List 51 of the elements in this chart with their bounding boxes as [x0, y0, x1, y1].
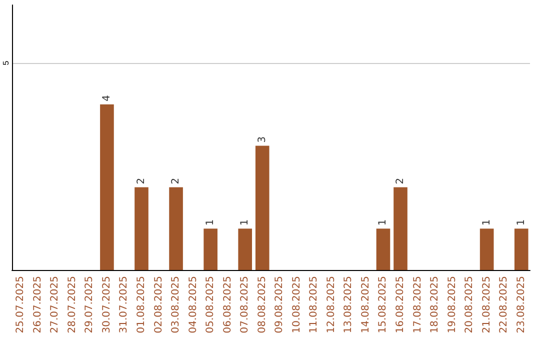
- x-tick-label: 13.08.2025: [343, 276, 354, 334]
- bar: [134, 187, 148, 270]
- x-tick-label: 07.08.2025: [240, 276, 251, 334]
- x-tick-label: 26.07.2025: [32, 276, 44, 334]
- x-tick-label: 29.07.2025: [84, 276, 96, 334]
- bar: [204, 228, 218, 270]
- x-tick-label: 14.08.2025: [360, 276, 372, 334]
- bar: [514, 228, 528, 270]
- x-tick-label: 10.08.2025: [291, 276, 302, 334]
- x-tick-label: 06.08.2025: [222, 276, 234, 334]
- bar: [255, 146, 270, 270]
- x-tick-label: 22.08.2025: [498, 276, 510, 334]
- data-label: 2: [170, 178, 182, 184]
- data-label: 1: [378, 219, 389, 226]
- x-tick-label: 01.08.2025: [136, 276, 147, 334]
- x-tick-label: 05.08.2025: [205, 276, 216, 334]
- x-tick-label: 03.08.2025: [170, 276, 182, 334]
- x-tick-label: 21.08.2025: [481, 276, 492, 334]
- x-tick-label: 18.08.2025: [430, 276, 441, 334]
- data-label: 4: [101, 95, 112, 102]
- data-label: 1: [240, 219, 251, 226]
- x-tick-label: 02.08.2025: [153, 276, 164, 334]
- data-label: 1: [205, 219, 216, 226]
- x-tick-label: 11.08.2025: [308, 276, 320, 334]
- bar: [480, 228, 494, 270]
- x-tick-label: 25.07.2025: [15, 276, 26, 334]
- x-tick-label: 15.08.2025: [378, 276, 389, 334]
- x-tick-label: 23.08.2025: [516, 276, 527, 334]
- x-tick-label: 04.08.2025: [188, 276, 199, 334]
- x-tick-label: 19.08.2025: [446, 276, 458, 334]
- data-label: 2: [395, 178, 406, 184]
- data-label: 1: [481, 219, 492, 226]
- x-tick-label: 09.08.2025: [274, 276, 286, 334]
- x-tick-label: 20.08.2025: [464, 276, 476, 334]
- y-tick-label: 5: [2, 60, 10, 66]
- bar: [238, 228, 252, 270]
- bar: [376, 228, 390, 270]
- data-label: 1: [516, 219, 527, 226]
- x-tick-label: 12.08.2025: [326, 276, 337, 334]
- x-tick-label: 28.07.2025: [66, 276, 78, 334]
- data-label: 3: [256, 136, 268, 143]
- bar: [100, 104, 114, 270]
- x-tick-label: 17.08.2025: [412, 276, 424, 334]
- x-tick-label: 16.08.2025: [395, 276, 406, 334]
- x-tick-label: 08.08.2025: [256, 276, 268, 334]
- x-tick-label: 31.07.2025: [118, 276, 130, 334]
- x-tick-label: 27.07.2025: [50, 276, 61, 334]
- data-label: 2: [136, 178, 147, 184]
- bar: [169, 187, 183, 270]
- x-tick-label: 30.07.2025: [101, 276, 112, 334]
- bar: [394, 187, 408, 270]
